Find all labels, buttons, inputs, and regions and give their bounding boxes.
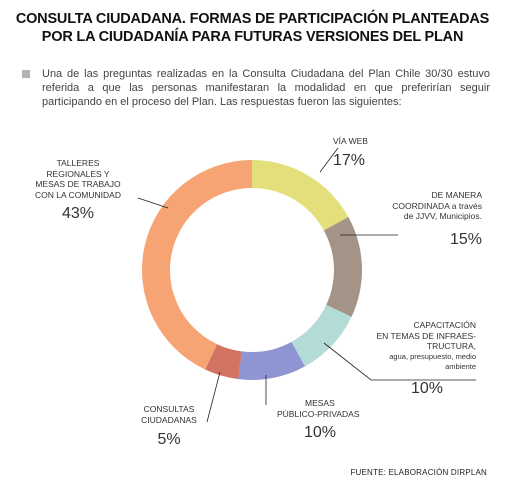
label-capacitacion-line4: agua, presupuesto, medio <box>389 351 476 361</box>
label-coordinada-line3: de JJVV, Municipios. <box>403 211 482 221</box>
label-talleres-line1: TALLERES <box>56 158 100 168</box>
label-coordinada: DE MANERA COORDINADA a través de JJVV, M… <box>372 190 482 250</box>
label-via-web-value: 17% <box>333 151 366 169</box>
label-mesas: MESAS PÚBLICO-PRIVADAS 10% <box>277 398 360 443</box>
label-consultas-line2: CIUDADANAS <box>141 414 197 425</box>
donut-slice-via-web <box>252 160 349 231</box>
donut-slice-consultas <box>205 344 242 380</box>
leader-line-talleres <box>137 197 169 209</box>
label-coordinada-line2: COORDINADA a través <box>392 200 482 211</box>
bullet-square-icon <box>22 70 30 78</box>
label-capacitacion-value: 10% <box>410 379 444 397</box>
intro-paragraph: Una de las preguntas realizadas en la Co… <box>22 67 490 109</box>
donut-slice-coordinada <box>323 217 362 317</box>
label-via-web-name: VÍA WEB <box>333 136 368 146</box>
donut-slice-talleres <box>141 160 252 370</box>
label-capacitacion-line2: EN TEMAS DE INFRAES- <box>376 330 477 341</box>
donut-slice-mesas <box>238 341 305 380</box>
leader-line-capac <box>323 342 476 381</box>
label-mesas-line2: PÚBLICO-PRIVADAS <box>277 408 360 419</box>
label-talleres: TALLERES REGIONALES Y MESAS DE TRABAJO C… <box>22 158 134 224</box>
source-note: FUENTE: ELABORACIÓN DIRPLAN <box>350 468 487 477</box>
title-line-2: POR LA CIUDADANÍA PARA FUTURAS VERSIONES… <box>41 29 464 45</box>
label-talleres-line2: REGIONALES Y <box>46 168 110 179</box>
label-consultas-line1: CONSULTAS <box>143 404 195 414</box>
label-consultas: CONSULTAS CIUDADANAS 5% <box>130 404 208 450</box>
label-consultas-value: 5% <box>157 431 181 448</box>
label-talleres-value: 43% <box>61 205 95 222</box>
label-coordinada-value: 15% <box>449 230 482 248</box>
label-mesas-value: 10% <box>304 424 337 441</box>
label-talleres-line4: CON LA COMUNIDAD <box>35 189 121 200</box>
label-mesas-line1: MESAS <box>305 398 335 408</box>
label-coordinada-line1: DE MANERA <box>431 190 482 200</box>
label-via-web: VÍA WEB 17% <box>333 136 368 171</box>
label-capacitacion: CAPACITACIÓN EN TEMAS DE INFRAES- TRUCTU… <box>356 320 477 399</box>
label-capacitacion-line3: TRUCTURA, <box>426 341 476 351</box>
title-line-1: CONSULTA CIUDADANA. FORMAS DE PARTICIPAC… <box>15 11 490 27</box>
leader-line-consultas <box>206 371 221 423</box>
label-talleres-line3: MESAS DE TRABAJO <box>35 179 121 189</box>
label-capacitacion-line5: ambiente <box>445 362 476 371</box>
label-capacitacion-line1: CAPACITACIÓN <box>413 320 477 330</box>
chart-title: CONSULTA CIUDADANA. FORMAS DE PARTICIPAC… <box>0 10 505 46</box>
intro-text: Una de las preguntas realizadas en la Co… <box>42 68 490 108</box>
donut-slice-capacitacion <box>291 304 352 367</box>
leader-line-web <box>319 147 339 173</box>
